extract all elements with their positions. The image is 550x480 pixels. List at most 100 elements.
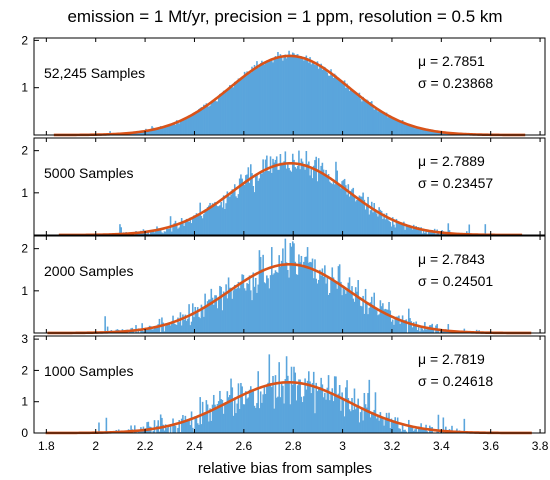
histogram-bar bbox=[233, 81, 236, 135]
histogram-bar bbox=[188, 304, 190, 333]
histogram-bar bbox=[157, 228, 160, 235]
histogram-bar bbox=[245, 290, 247, 333]
histogram-bar bbox=[301, 161, 304, 235]
histogram-bar bbox=[194, 306, 197, 333]
histogram-bar bbox=[414, 128, 416, 135]
histogram-bar bbox=[247, 167, 250, 235]
histogram-bar bbox=[173, 424, 176, 433]
histogram-bar bbox=[277, 52, 279, 135]
histogram-bar bbox=[357, 280, 359, 333]
histogram-bar bbox=[336, 170, 338, 235]
histogram-bar bbox=[183, 319, 185, 333]
histogram-bar bbox=[308, 161, 310, 235]
histogram-bar bbox=[396, 316, 399, 333]
histogram-bars bbox=[101, 150, 505, 235]
histogram-bar bbox=[246, 174, 248, 235]
histogram-bar bbox=[240, 282, 242, 333]
histogram-bar bbox=[312, 61, 315, 135]
histogram-bar bbox=[248, 182, 251, 235]
histogram-bar bbox=[398, 428, 400, 433]
histogram-bar bbox=[161, 232, 163, 235]
histogram-bar bbox=[221, 94, 224, 135]
histogram-bar bbox=[425, 230, 427, 235]
histogram-bar bbox=[311, 382, 314, 433]
y-tick-label: 1 bbox=[21, 284, 28, 298]
histogram-bar bbox=[362, 192, 364, 235]
histogram-bar bbox=[345, 185, 347, 235]
histogram-bar bbox=[364, 99, 367, 135]
histogram-bar bbox=[227, 87, 230, 135]
histogram-bar bbox=[378, 314, 380, 333]
histogram-bar bbox=[211, 101, 214, 135]
histogram-bar bbox=[409, 425, 411, 433]
histogram-bar bbox=[254, 407, 257, 433]
histogram-bar bbox=[191, 303, 194, 333]
histogram-bar bbox=[235, 288, 237, 333]
histogram-bar bbox=[342, 83, 345, 135]
histogram-bar bbox=[216, 101, 219, 135]
histogram-bar bbox=[300, 255, 303, 333]
histogram-bar bbox=[246, 283, 248, 333]
histogram-bar bbox=[366, 303, 368, 333]
histogram-bar bbox=[315, 156, 317, 235]
histogram-bar bbox=[370, 101, 373, 135]
histogram-bar bbox=[266, 155, 268, 235]
histogram-bar bbox=[390, 321, 393, 333]
histogram-bar bbox=[427, 129, 430, 135]
histogram-bar bbox=[340, 80, 342, 135]
histogram-bar bbox=[303, 60, 305, 135]
histogram-bar bbox=[191, 217, 194, 235]
histogram-bar bbox=[330, 69, 332, 135]
histogram-bar bbox=[377, 216, 379, 235]
histogram-bar bbox=[421, 233, 424, 235]
histogram-bar bbox=[415, 226, 417, 235]
histogram-bar bbox=[267, 382, 269, 433]
histogram-bar bbox=[324, 392, 326, 433]
histogram-bar bbox=[203, 214, 205, 235]
histogram-bar bbox=[248, 389, 251, 433]
histogram-bar bbox=[214, 99, 216, 135]
histogram-bar bbox=[421, 429, 424, 433]
histogram-bar bbox=[361, 408, 363, 433]
histogram-bar bbox=[379, 209, 382, 235]
histogram-bar bbox=[375, 418, 378, 433]
histogram-bar bbox=[231, 387, 234, 433]
histogram-bar bbox=[200, 215, 203, 235]
histogram-bar bbox=[358, 195, 361, 235]
histogram-bar bbox=[200, 304, 203, 333]
histogram-bar bbox=[484, 224, 487, 235]
histogram-bar bbox=[299, 169, 301, 235]
histogram-bar bbox=[368, 379, 371, 433]
histogram-bar bbox=[332, 77, 335, 135]
histogram-bar bbox=[431, 130, 434, 135]
histogram-bar bbox=[210, 103, 213, 135]
histogram-bar bbox=[178, 420, 180, 433]
histogram-bar bbox=[274, 375, 277, 433]
histogram-bar bbox=[299, 262, 301, 333]
histogram-bar bbox=[410, 321, 413, 333]
histogram-bar bbox=[163, 331, 166, 333]
histogram-bar bbox=[188, 419, 190, 433]
histogram-bar bbox=[156, 128, 158, 135]
histogram-bar bbox=[442, 417, 445, 433]
histogram-bar bbox=[283, 403, 285, 433]
histogram-bar bbox=[282, 248, 284, 333]
histogram-bar bbox=[241, 386, 243, 433]
histogram-bar bbox=[250, 290, 252, 333]
histogram-bar bbox=[425, 128, 427, 135]
histogram-bar bbox=[357, 96, 359, 135]
histogram-bar bbox=[251, 173, 253, 235]
histogram-bar bbox=[257, 67, 259, 135]
histogram-bar bbox=[98, 422, 100, 433]
histogram-bar bbox=[363, 313, 366, 333]
histogram-bar bbox=[225, 90, 227, 135]
histogram-bar bbox=[238, 288, 241, 333]
histogram-bar bbox=[326, 176, 329, 235]
histogram-bar bbox=[435, 130, 437, 135]
histogram-bar bbox=[382, 112, 384, 135]
histogram-bar bbox=[351, 398, 353, 433]
histogram-bar bbox=[372, 212, 374, 235]
histogram-bar bbox=[290, 55, 293, 135]
histogram-bar bbox=[398, 120, 400, 135]
histogram-bar bbox=[162, 322, 164, 333]
